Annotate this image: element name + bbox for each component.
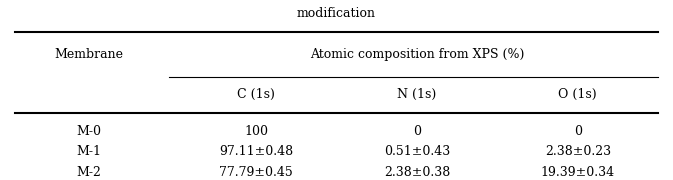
Text: 0.51±0.43: 0.51±0.43 [384, 145, 450, 158]
Text: M-1: M-1 [76, 145, 101, 158]
Text: 2.38±0.38: 2.38±0.38 [384, 166, 450, 179]
Text: 0: 0 [574, 125, 581, 138]
Text: M-2: M-2 [76, 166, 101, 179]
Text: modification: modification [297, 7, 376, 20]
Text: 77.79±0.45: 77.79±0.45 [219, 166, 293, 179]
Text: N (1s): N (1s) [397, 87, 437, 101]
Text: M-0: M-0 [76, 125, 101, 138]
Text: O (1s): O (1s) [559, 87, 597, 101]
Text: Membrane: Membrane [54, 48, 123, 61]
Text: 97.11±0.48: 97.11±0.48 [219, 145, 293, 158]
Text: Atomic composition from XPS (%): Atomic composition from XPS (%) [310, 48, 524, 61]
Text: C (1s): C (1s) [237, 87, 275, 101]
Text: 19.39±0.34: 19.39±0.34 [540, 166, 615, 179]
Text: 100: 100 [244, 125, 268, 138]
Text: 0: 0 [413, 125, 421, 138]
Text: 2.38±0.23: 2.38±0.23 [544, 145, 611, 158]
